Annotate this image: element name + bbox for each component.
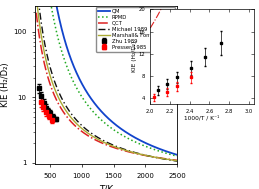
Line: Marshall& Fontijn 1987: Marshall& Fontijn 1987 [36,0,177,161]
Michael 1989 [129,150,132,152]
Michael 1989 [60,96,63,98]
Marshall& Fontijn 1987 [176,160,179,162]
RPMD [141,144,144,146]
QCT [176,159,179,161]
Line: QM: QM [36,0,177,155]
QM [129,134,132,136]
RPMD [129,139,132,141]
RPMD [118,132,121,135]
QCT [71,122,74,124]
QCT [99,141,102,143]
Michael 1989 [118,146,121,149]
QCT [35,12,38,14]
QCT [129,151,132,153]
RPMD [99,118,102,120]
Marshall& Fontijn 1987 [129,151,132,153]
Y-axis label: KIE (H₂/D₂): KIE (H₂/D₂) [1,63,10,107]
QM [118,126,121,129]
QM [99,109,102,111]
Michael 1989 [99,138,102,140]
QCT [60,108,63,110]
RPMD [176,155,179,157]
QM [141,140,144,143]
QM [176,154,179,156]
Michael 1989 [141,153,144,156]
QM [60,26,63,28]
Marshall& Fontijn 1987 [141,154,144,156]
X-axis label: 1000/T / K⁻¹: 1000/T / K⁻¹ [184,115,220,121]
Line: Michael 1989: Michael 1989 [36,0,177,161]
Legend: QM, RPMD, QCT, Michael 1989, Marshall& Fontijn 1987, Zhu 1989, Presser 1985: QM, RPMD, QCT, Michael 1989, Marshall& F… [96,7,175,52]
QCT [141,154,144,156]
Michael 1989 [176,160,179,162]
Marshall& Fontijn 1987 [60,102,63,104]
Michael 1989 [71,114,74,117]
QCT [118,148,121,150]
Line: RPMD: RPMD [36,0,177,156]
X-axis label: T/K: T/K [99,184,113,189]
RPMD [71,79,74,81]
Marshall& Fontijn 1987 [71,118,74,120]
Marshall& Fontijn 1987 [118,147,121,149]
QM [71,62,74,64]
Y-axis label: KIE (H₂/D₂): KIE (H₂/D₂) [132,41,137,72]
RPMD [60,49,63,51]
Line: QCT: QCT [36,13,177,160]
Marshall& Fontijn 1987 [99,139,102,142]
